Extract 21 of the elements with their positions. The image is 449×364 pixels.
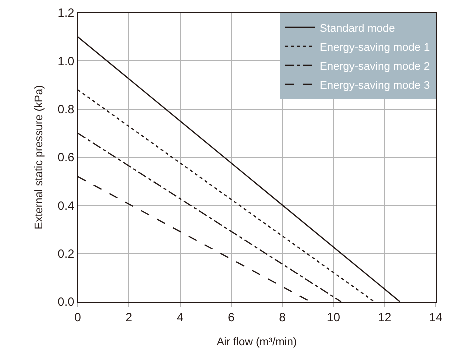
x-tick-label: 8: [279, 310, 286, 324]
y-tick-label: 0.4: [58, 198, 75, 213]
legend-label: Energy-saving mode 3: [320, 80, 430, 92]
x-tick-label: 10: [327, 310, 341, 324]
y-tick-label: 0.0: [58, 295, 75, 310]
legend-label: Standard mode: [320, 22, 396, 35]
x-tick-label: 0: [74, 310, 82, 324]
x-axis-title: Air flow (m³/min): [216, 336, 298, 349]
y-tick-label: 0.6: [58, 150, 75, 165]
x-tick-label: 4: [176, 310, 184, 324]
x-tick-label: 2: [126, 310, 133, 324]
y-axis-title: External static pressure (kPa): [34, 85, 46, 230]
legend-label: Energy-saving mode 2: [320, 60, 430, 73]
y-tick-label: 1.0: [58, 54, 75, 68]
x-tick-label: 6: [228, 310, 236, 324]
legend-label: Energy-saving mode 1: [320, 42, 430, 54]
x-tick-label: 12: [378, 310, 392, 324]
y-tick-label: 0.2: [58, 247, 75, 262]
y-tick-label: 1.2: [58, 6, 75, 20]
y-tick-label: 0.8: [58, 102, 75, 117]
x-tick-label: 14: [429, 310, 443, 324]
